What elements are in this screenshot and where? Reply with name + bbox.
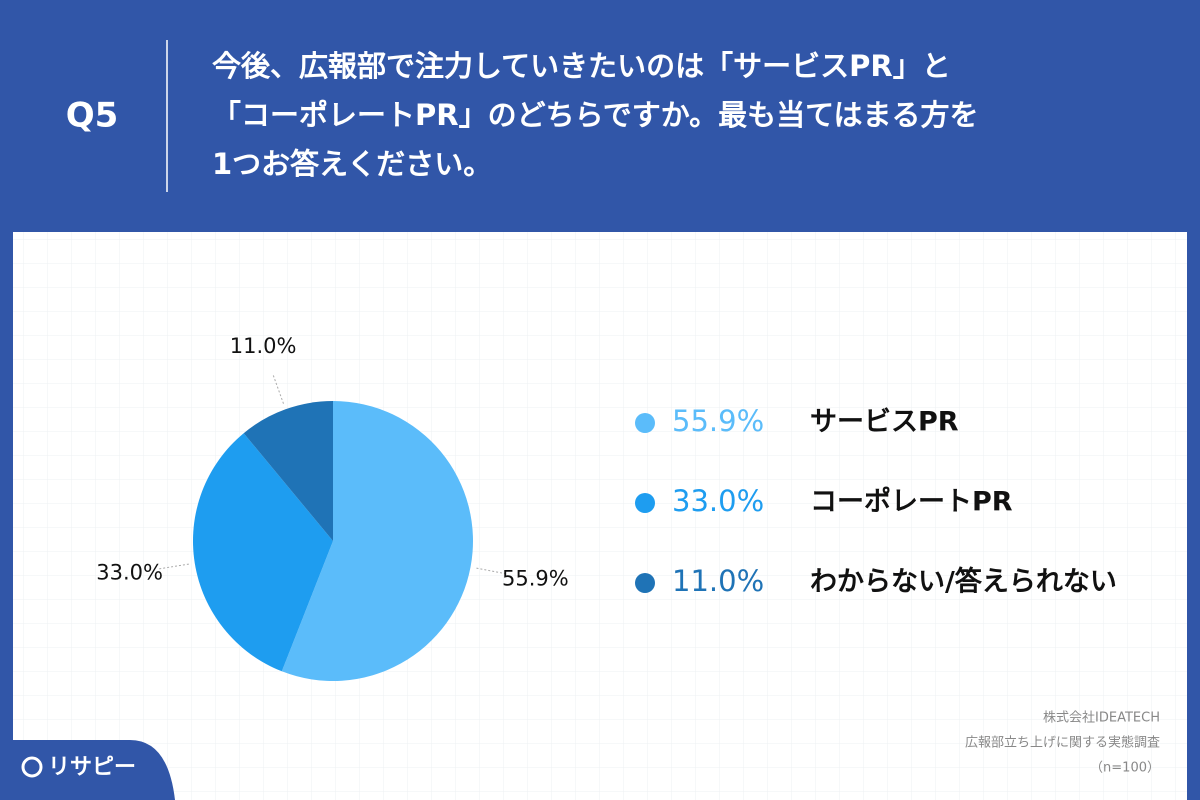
logo: リサピー: [48, 755, 136, 780]
data-label: 55.9%: [502, 566, 569, 590]
legend-dot: [635, 573, 655, 593]
leader-line: [476, 567, 508, 575]
pie-slice: [193, 433, 333, 672]
legend-dot: [635, 493, 655, 513]
source: 株式会社IDEATECH: [1043, 711, 1160, 726]
logo-tab: [0, 740, 175, 800]
title-line: 1つお答えください。: [212, 147, 492, 181]
legend-label: コーポレートPR: [810, 487, 1013, 518]
legend-label: サービスPR: [810, 407, 959, 438]
pie-slice: [243, 401, 333, 541]
legend-value: 55.9%: [672, 404, 764, 438]
legend-dot: [635, 413, 655, 433]
question-number: Q5: [66, 96, 119, 136]
data-label: 33.0%: [96, 561, 163, 585]
data-label: 11.0%: [230, 334, 297, 358]
legend-value: 33.0%: [672, 484, 764, 518]
title-line: 今後、広報部で注力していきたいのは「サービスPR」と: [212, 49, 951, 83]
source: 広報部立ち上げに関する実態調査: [965, 735, 1160, 751]
logo-icon: [21, 756, 43, 778]
leader-line: [157, 563, 189, 570]
title-line: 「コーポレートPR」のどちらですか。最も当てはまる方を: [212, 98, 979, 132]
legend-value: 11.0%: [672, 564, 764, 598]
leader-line: [272, 373, 284, 404]
pie-slice: [281, 401, 474, 681]
source: （n=100）: [1090, 761, 1160, 776]
legend-label: わからない/答えられない: [810, 566, 1117, 598]
